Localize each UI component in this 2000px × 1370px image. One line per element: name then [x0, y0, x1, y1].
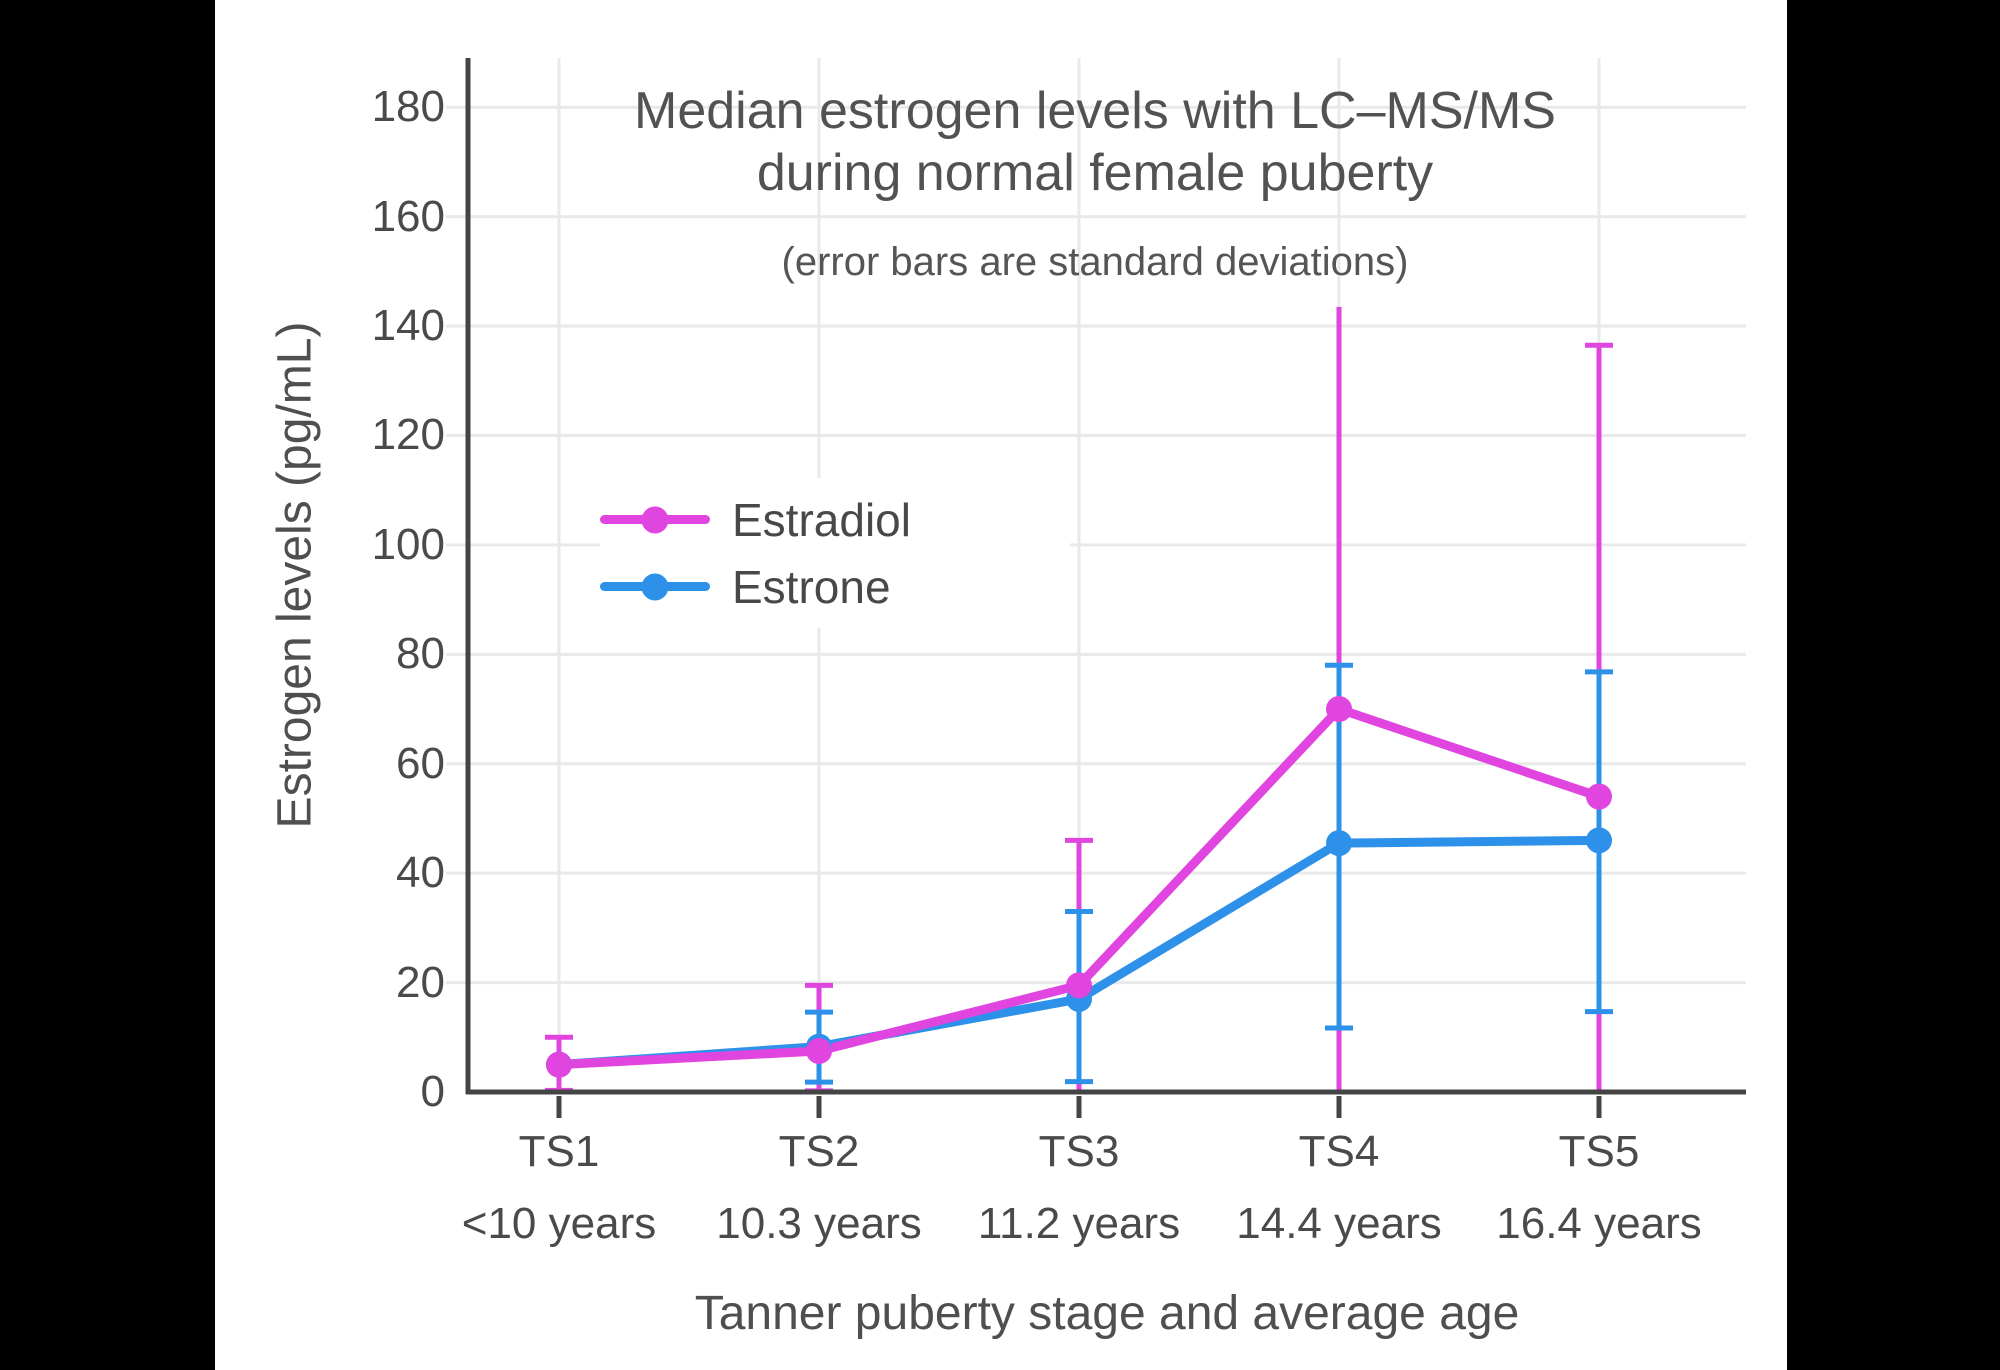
y-tick-label: 140 [371, 301, 445, 351]
chart-title: Median estrogen levels with LC–MS/MS dur… [634, 80, 1556, 204]
y-tick-label: 0 [420, 1067, 445, 1116]
legend-marker-icon [641, 506, 669, 533]
plot-area [446, 58, 1746, 1118]
y-tick-label: 160 [371, 191, 445, 241]
y-tick-label: 100 [371, 519, 445, 569]
y-tick-label: 180 [371, 82, 445, 132]
chart-title-line2: during normal female puberty [756, 144, 1434, 202]
chart-subtitle: (error bars are standard deviations) [781, 240, 1409, 284]
x-tick-label: TS5 [1558, 1127, 1640, 1176]
legend-marker-icon [641, 573, 669, 600]
legend-swatch-icon [600, 506, 710, 533]
marker-estradiol [546, 1051, 572, 1078]
legend-label: Estrone [732, 560, 891, 613]
legend-label: Estradiol [732, 493, 911, 546]
legend-swatch-icon [600, 573, 710, 600]
y-tick-label: 120 [371, 410, 445, 460]
x-age-label: 10.3 years [716, 1199, 922, 1248]
x-axis-title: Tanner puberty stage and average age [694, 1287, 1520, 1340]
y-tick-label: 20 [396, 957, 445, 1007]
chart-title-line1: Median estrogen levels with LC–MS/MS [634, 82, 1556, 140]
marker-estradiol [1326, 696, 1352, 723]
x-tick-label: TS4 [1298, 1127, 1380, 1176]
legend-item-estrone: Estrone [600, 553, 1070, 620]
marker-estrone [1586, 827, 1612, 854]
x-tick-label: TS3 [1038, 1127, 1120, 1176]
y-tick-label: 80 [396, 629, 445, 679]
marker-estradiol [1066, 972, 1092, 999]
marker-estrone [1326, 830, 1352, 857]
marker-estradiol [806, 1037, 832, 1064]
legend: Estradiol Estrone [600, 478, 1070, 628]
y-tick-label: 40 [396, 848, 445, 898]
marker-estradiol [1586, 783, 1612, 810]
x-age-label: <10 years [461, 1199, 657, 1248]
x-tick-label: TS2 [778, 1127, 860, 1176]
x-age-label: 16.4 years [1496, 1199, 1702, 1248]
chart-canvas: Median estrogen levels with LC–MS/MS dur… [215, 0, 1787, 1370]
x-age-label: 11.2 years [977, 1199, 1181, 1248]
y-tick-label: 60 [396, 738, 445, 788]
x-tick-label: TS1 [518, 1127, 600, 1176]
x-age-label: 14.4 years [1236, 1199, 1442, 1248]
legend-item-estradiol: Estradiol [600, 486, 1070, 553]
